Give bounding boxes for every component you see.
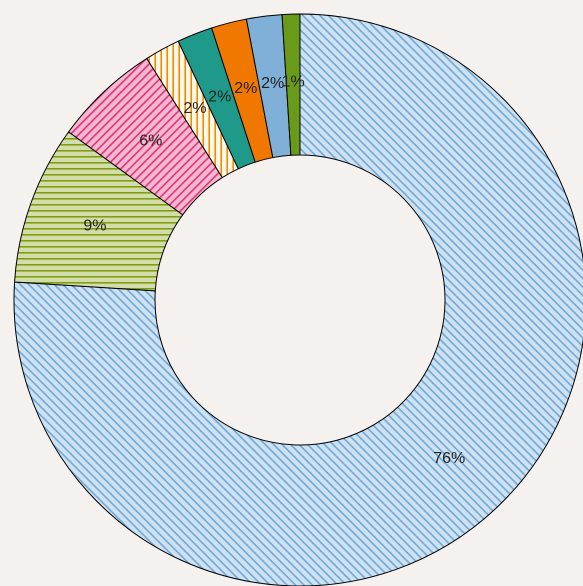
data-label: 6%: [139, 132, 162, 149]
data-label: 76%: [433, 450, 465, 467]
data-label: 9%: [83, 217, 106, 234]
data-label: 1%: [282, 73, 305, 90]
data-label: 2%: [261, 75, 284, 92]
donut-slice: [13, 13, 583, 586]
data-label: 2%: [208, 89, 231, 106]
data-label: 2%: [183, 100, 206, 117]
data-label: 2%: [234, 80, 257, 97]
donut-slice: [281, 13, 301, 156]
